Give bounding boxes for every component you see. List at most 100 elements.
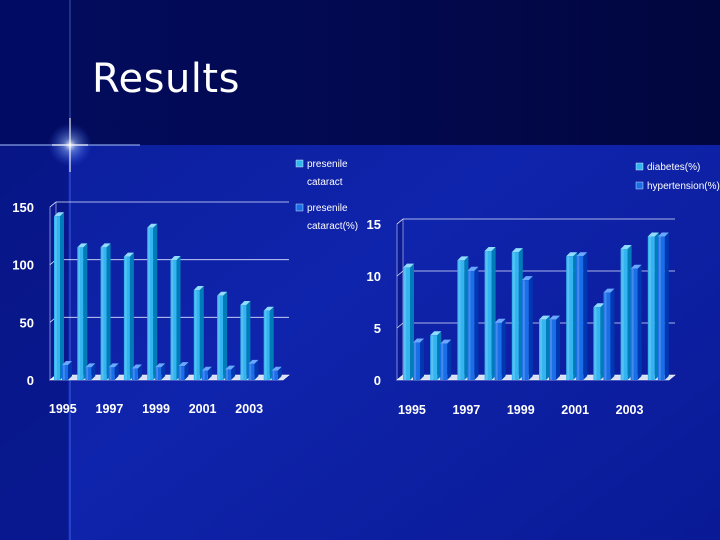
chart1-bar-diabetes-2001-top — [566, 252, 578, 257]
chart0-bar-presenilecataract-2000-side — [176, 256, 181, 380]
chart0-bar-presenilecataract-2000 — [178, 362, 189, 380]
chart1-bar-diabetes-2000-shine — [540, 319, 543, 380]
chart1-bar-hypertension-1995-side — [420, 338, 424, 380]
chart0-bar-presenilecataract-1995-shine — [55, 216, 57, 380]
chart1-gridline-diag — [396, 270, 404, 277]
chart0-bar-presenilecataract-1996-shine — [86, 367, 89, 380]
chart1-legend-label-0: diabetes(%) — [647, 162, 700, 173]
chart1-x-tick-label: 1995 — [398, 403, 426, 417]
chart0-bar-presenilecataract-1995 — [54, 212, 64, 380]
chart1-bar-diabetes-1998-shine — [485, 251, 488, 380]
chart0-legend-line: cataract — [307, 177, 343, 188]
chart1-bar-diabetes-1997-top — [457, 256, 469, 261]
chart0-bar-presenilecataract-2000 — [170, 256, 181, 380]
chart1-bar-diabetes-2000-front — [539, 319, 546, 380]
chart1-bar-hypertension-2004 — [657, 232, 669, 380]
chart0-bar-presenilecataract-2001 — [201, 366, 212, 380]
chart0-bar-presenilecataract-1997-side — [106, 243, 111, 380]
chart0-legend-line: cataract(%) — [307, 221, 358, 232]
chart1-bar-hypertension-1995 — [413, 338, 424, 380]
chart1-x-tick-label: 1997 — [452, 403, 480, 417]
chart1-bar-diabetes-2002-top — [593, 303, 605, 308]
chart0-bar-presenilecataract-2004-shine — [272, 370, 275, 380]
chart1-bar-diabetes-1999-top — [511, 248, 523, 253]
chart0-bar-presenilecataract-2003-top — [248, 359, 259, 364]
chart0-legend-swatch-1 — [295, 203, 304, 212]
chart1-bar-hypertension-2002 — [603, 288, 615, 380]
chart1-bar-hypertension-1997 — [467, 266, 479, 380]
chart1-bar-hypertension-1997-side — [474, 266, 479, 380]
chart0-bar-presenilecataract-1999-front — [147, 227, 154, 380]
chart0-bar-presenilecataract-1996 — [85, 363, 96, 380]
chart1-bar-hypertension-1999 — [521, 276, 533, 380]
chart0-bar-presenilecataract-2000-side — [184, 362, 189, 380]
chart0-bar-presenilecataract-2000-top — [178, 362, 189, 367]
chart0-bar-presenilecataract-2003-front — [248, 363, 255, 380]
chart0-bar-presenilecataract-2000-shine — [171, 260, 174, 380]
chart0-bar-presenilecataract-2001-front — [193, 290, 200, 380]
chart1-bar-diabetes-2004-front — [647, 236, 655, 380]
chart0-bar-presenilecataract-1998 — [131, 364, 142, 380]
chart1-bar-hypertension-2000-top — [549, 315, 560, 320]
chart0-bar-presenilecataract-1996-top — [85, 363, 96, 368]
chart1-wall-left — [396, 218, 404, 381]
chart1-bar-hypertension-2001-side — [583, 252, 588, 380]
chart1-y-tick-label: 15 — [367, 217, 381, 232]
chart0-bar-presenilecataract-1998-shine — [132, 368, 135, 380]
chart0-bar-presenilecataract-2004-side — [269, 306, 274, 380]
chart1-bar-hypertension-2000 — [549, 315, 560, 380]
chart1-bar-hypertension-1997-front — [467, 270, 475, 380]
chart0-bar-presenilecataract-1999-top — [155, 363, 166, 368]
chart1-bar-diabetes-1998 — [484, 247, 496, 380]
chart1-bar-diabetes-2003-front — [620, 248, 628, 380]
chart0-bar-presenilecataract-1999-shine — [156, 367, 158, 380]
chart1-bar-hypertension-2003-shine — [631, 268, 634, 380]
chart0-bar-presenilecataract-1997-top — [100, 243, 111, 248]
chart0-bar-presenilecataract-2000-front — [178, 366, 185, 380]
chart1-bar-hypertension-1997-shine — [468, 270, 471, 380]
chart0-bar-presenilecataract-1997-shine — [109, 367, 112, 380]
chart0-bar-presenilecataract-1996-side — [83, 243, 88, 380]
chart0-bar-presenilecataract-2003-side — [246, 301, 251, 380]
chart0-bar-presenilecataract-1996-top — [77, 243, 88, 248]
chart0-bar-presenilecataract-1995-side — [68, 361, 72, 380]
chart0-bar-presenilecataract-2001-shine — [202, 370, 205, 380]
chart1-bar-diabetes-1999 — [511, 248, 523, 380]
chart0-bar-presenilecataract-1998-side — [137, 364, 142, 380]
chart0-bar-presenilecataract-2004-side — [277, 366, 282, 380]
chart1-bar-hypertension-2004-top — [657, 232, 669, 237]
chart0-bar-presenilecataract-2001-shine — [194, 290, 197, 380]
chart0-bar-presenilecataract-2004-top — [271, 366, 282, 371]
chart0-y-tick-label: 150 — [12, 200, 34, 215]
chart0-legend-line: presenile — [307, 159, 348, 170]
chart0-bar-presenilecataract-2001-side — [199, 286, 204, 380]
chart1-bar-hypertension-2000-side — [556, 315, 560, 380]
chart0-bar-presenilecataract-1995-front — [62, 365, 68, 380]
chart0-bar-presenilecataract-1998 — [123, 252, 134, 380]
chart0-bar-presenilecataract-2000-shine — [179, 366, 182, 380]
chart0-bar-presenilecataract-1998-top — [123, 252, 134, 257]
chart1-bar-diabetes-1995-shine — [404, 267, 407, 380]
chart0-legend-label-0: presenile cataract — [307, 159, 348, 188]
chart0-bar-presenilecataract-2001-top — [201, 366, 212, 371]
chart1-bar-diabetes-1995-top — [403, 263, 414, 268]
chart0-bar-presenilecataract-1999-front — [155, 367, 162, 380]
chart1-bar-hypertension-2003-front — [630, 268, 638, 380]
chart0-x-tick-label: 1997 — [96, 402, 124, 416]
chart0-bar-presenilecataract-1996-side — [91, 363, 96, 380]
chart1-bar-hypertension-2002-side — [610, 288, 615, 380]
chart1-bar-hypertension-2001-top — [576, 252, 588, 257]
chart0-gridline-diag — [49, 201, 57, 208]
chart0-bar-presenilecataract-2002-front — [225, 369, 232, 380]
chart0-bar-presenilecataract-1996-shine — [78, 247, 81, 380]
chart0-y-tick-label: 50 — [20, 315, 34, 330]
chart1-gridline-diag — [396, 322, 404, 329]
chart1-bar-hypertension-2002-front — [603, 292, 611, 380]
chart0-x-tick-label: 2003 — [235, 402, 263, 416]
chart1-bar-hypertension-2002-shine — [604, 292, 607, 380]
chart0-x-tick-label: 1999 — [142, 402, 170, 416]
chart0-bar-presenilecataract-2004-front — [271, 370, 278, 380]
chart1-bar-hypertension-1998-shine — [495, 322, 498, 380]
chart1-bar-diabetes-2004 — [647, 232, 659, 380]
chart0-bar-presenilecataract-1999 — [147, 223, 158, 380]
